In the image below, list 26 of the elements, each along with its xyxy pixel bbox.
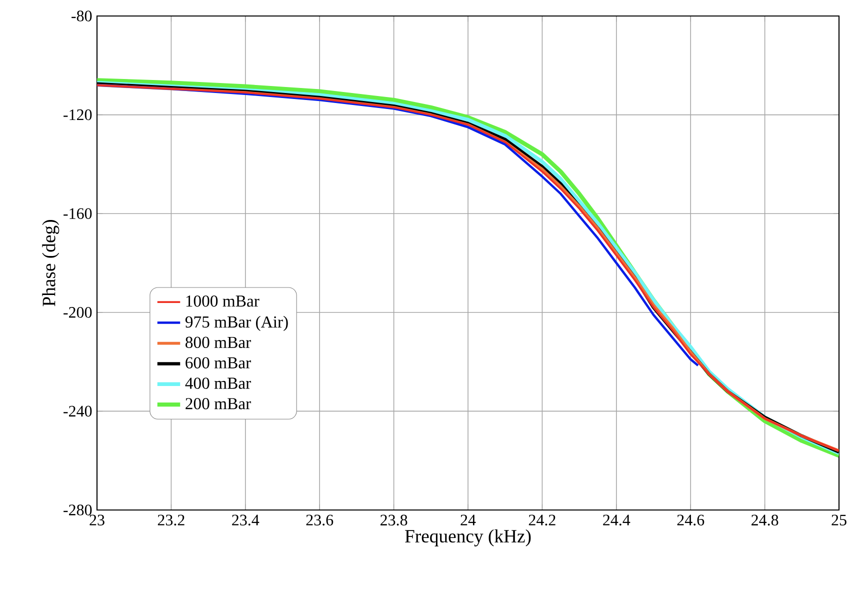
y-tick-label: -280 — [64, 504, 92, 516]
x-tick-label: 24.2 — [528, 514, 556, 526]
x-tick-label: 24.8 — [752, 514, 778, 526]
legend-label: 200 mBar — [186, 398, 251, 410]
x-tick-label: 23.4 — [232, 514, 260, 526]
x-tick-label: 23 — [90, 514, 104, 526]
y-tick-label: -80 — [72, 10, 92, 22]
legend-label: 975 mBar (Air) — [185, 316, 288, 332]
legend-label: 1000 mBar — [186, 295, 260, 307]
legend-label: 400 mBar — [185, 378, 251, 389]
y-tick-label: -120 — [64, 109, 92, 120]
x-axis-title: Frequency (kHz) — [405, 529, 531, 546]
x-tick-label: 24.4 — [603, 514, 630, 526]
x-tick-label: 24 — [460, 514, 476, 526]
x-tick-label: 24.6 — [677, 514, 704, 526]
legend-label: 800 mBar — [186, 336, 251, 348]
x-tick-label: 25 — [832, 514, 846, 526]
y-axis-title: Phase (deg) — [42, 220, 60, 306]
x-tick-label: 23.8 — [380, 514, 408, 526]
y-tick-label: -160 — [64, 208, 92, 219]
legend-label: 600 mBar — [186, 357, 251, 368]
y-tick-label: -200 — [64, 306, 92, 318]
y-tick-label: -240 — [64, 406, 92, 417]
x-tick-label: 23.2 — [158, 514, 184, 526]
x-tick-label: 23.6 — [306, 514, 334, 526]
line-series — [97, 84, 700, 367]
